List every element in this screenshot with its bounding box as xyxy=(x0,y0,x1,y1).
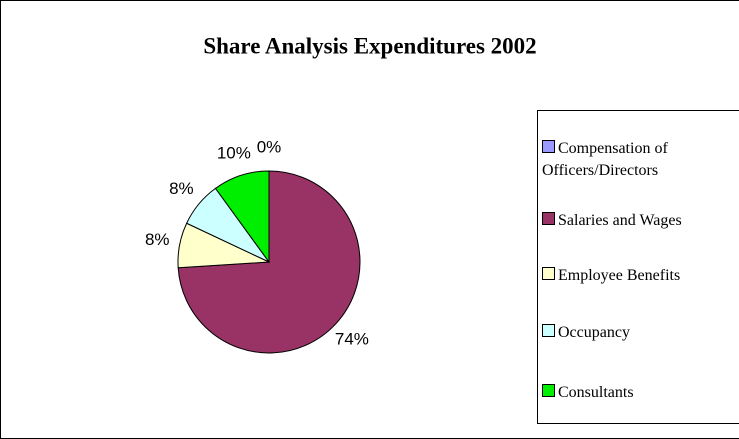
data-label: 74% xyxy=(335,329,369,348)
data-label: 10% xyxy=(217,143,251,162)
pie-slice xyxy=(214,170,270,264)
legend-swatch xyxy=(542,267,555,280)
legend-swatch xyxy=(542,324,555,337)
data-label: 8% xyxy=(169,179,194,198)
legend-label: Consultants xyxy=(558,384,634,401)
chart-title: Share Analysis Expenditures 2002 xyxy=(203,33,536,58)
legend-item: Consultants xyxy=(542,382,739,404)
legend-item: Occupancy xyxy=(542,322,739,344)
legend-label: Occupancy xyxy=(558,324,630,341)
legend: Compensation of Officers/Directors Salari… xyxy=(537,110,739,424)
legend-swatch xyxy=(542,212,555,225)
legend-swatch xyxy=(542,140,555,153)
legend-item: Employee Benefits xyxy=(542,265,739,287)
legend-item: Salaries and Wages xyxy=(542,210,739,232)
legend-label: Employee Benefits xyxy=(558,267,681,284)
data-label: 8% xyxy=(145,230,170,249)
data-label: 0% xyxy=(257,138,282,157)
legend-item: Compensation of Officers/Directors xyxy=(542,138,739,182)
legend-label: Compensation of Officers/Directors xyxy=(542,140,668,179)
legend-label: Salaries and Wages xyxy=(558,212,682,229)
legend-swatch xyxy=(542,384,555,397)
